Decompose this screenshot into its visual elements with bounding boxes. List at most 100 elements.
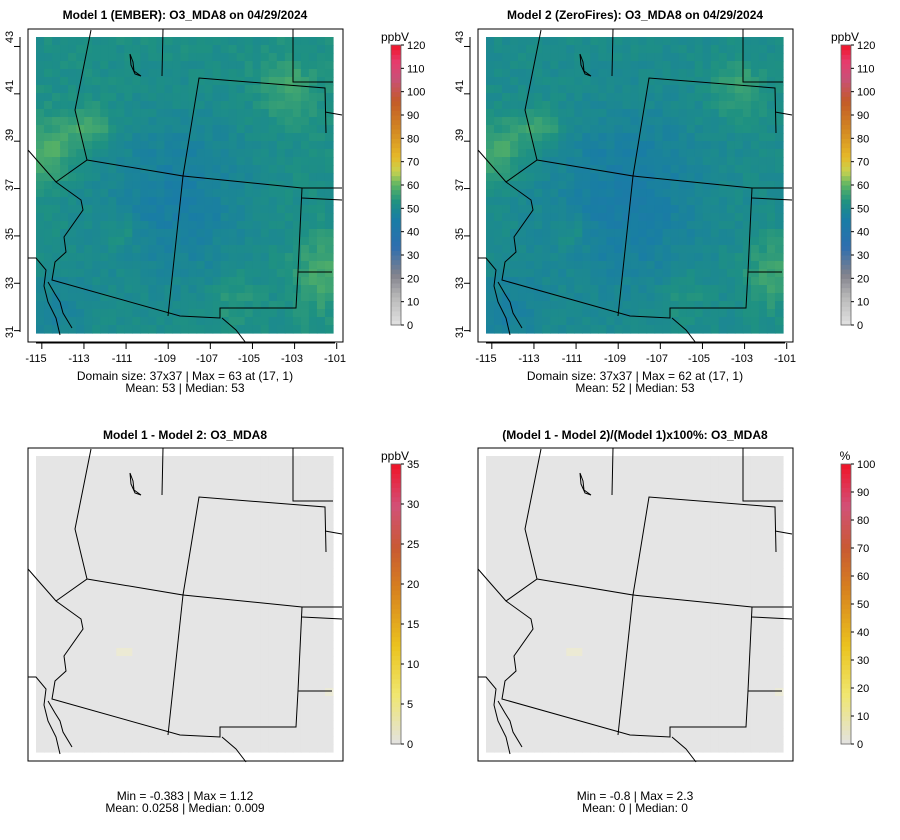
heatmap-cell [646,45,656,54]
heatmap-cell [542,45,551,54]
heatmap-cell [574,237,583,246]
heatmap-cell [678,133,688,142]
heatmap-cell [92,720,101,729]
heatmap-cell [494,205,503,214]
heatmap-cell [156,221,166,230]
heatmap-cell [36,229,45,238]
heatmap-cell [292,109,302,118]
heatmap-cell [582,528,591,537]
heatmap-cell [268,237,278,246]
heatmap-cell [236,85,246,94]
heatmap-cell [324,253,334,262]
legend-tick-label: 40 [857,227,869,239]
heatmap-cell [542,53,551,62]
heatmap-cell [502,285,511,294]
heatmap-cell [76,101,85,110]
heatmap-cell [172,632,182,641]
heatmap-cell [614,560,624,569]
heatmap-cell [236,101,246,110]
heatmap-cell [718,317,728,326]
heatmap-cell [710,85,720,94]
heatmap-cell [734,237,744,246]
heatmap-cell [84,624,93,633]
heatmap-cell [622,309,632,318]
heatmap-cell [494,504,503,513]
heatmap-cell [638,189,648,198]
legend-swatch [391,580,401,586]
heatmap-cell [630,165,640,174]
heatmap-cell [718,197,728,206]
heatmap-cell [260,309,270,318]
heatmap-cell [148,616,158,625]
heatmap-cell [236,464,246,473]
heatmap-cell [542,552,551,561]
heatmap-cell [614,109,624,118]
heatmap-cell [276,117,286,126]
heatmap-cell [486,245,495,254]
heatmap-cell [244,85,254,94]
heatmap-cell [622,496,632,505]
heatmap-cell [100,285,109,294]
heatmap-cell [132,285,141,294]
legend-swatch [391,506,401,512]
heatmap-cell [164,456,174,465]
heatmap-cell [638,245,648,254]
heatmap-cell [718,472,728,481]
heatmap-cell [76,93,85,102]
heatmap-cell [76,544,85,553]
heatmap-cell [124,125,133,134]
heatmap-cell [108,85,117,94]
heatmap-cell [566,165,575,174]
heatmap-cell [750,464,760,473]
heatmap-cell [702,77,712,86]
heatmap-cell [100,317,109,326]
heatmap-cell [574,189,583,198]
heatmap-cell [244,744,254,753]
heatmap-cell [686,261,696,270]
heatmap-cell [518,69,527,78]
heatmap-cell [734,85,744,94]
heatmap-cell [726,261,736,270]
heatmap-cell [718,293,728,302]
heatmap-cell [750,189,760,198]
heatmap-cell [654,528,664,537]
heatmap-cell [526,221,535,230]
heatmap-cell [188,472,198,481]
heatmap-cell [228,117,238,126]
heatmap-cell [502,93,511,102]
heatmap-cell [678,237,688,246]
legend-tick-label: 80 [857,133,869,145]
heatmap-cell [84,157,93,166]
heatmap-cell [252,536,262,545]
heatmap-cell [76,197,85,206]
heatmap-cell [550,480,559,489]
heatmap-cell [686,189,696,198]
heatmap-cell [758,325,768,334]
heatmap-cell [710,309,720,318]
heatmap-cell [244,301,254,310]
heatmap-cell [630,269,640,278]
heatmap-cell [212,608,222,617]
heatmap-cell [598,173,608,182]
heatmap-cell [654,504,664,513]
heatmap-cell [654,189,664,198]
heatmap-cell [60,744,69,753]
heatmap-cell [284,293,294,302]
heatmap-cell [204,728,214,737]
heatmap-cell [60,568,69,577]
heatmap-cell [52,464,61,473]
heatmap-cell [108,464,117,473]
heatmap-cell [308,237,318,246]
heatmap-cell [92,61,101,70]
heatmap-cell [710,61,720,70]
heatmap-cell [36,245,45,254]
heatmap-cell [116,205,125,214]
heatmap-cell [68,472,77,481]
heatmap-cell [510,269,519,278]
heatmap-cell [172,592,182,601]
heatmap-cell [260,616,270,625]
heatmap-cell [502,189,511,198]
heatmap-cell [284,69,294,78]
heatmap-cell [324,600,334,609]
stats-line-2: Mean: 53 | Median: 53 [125,381,245,395]
